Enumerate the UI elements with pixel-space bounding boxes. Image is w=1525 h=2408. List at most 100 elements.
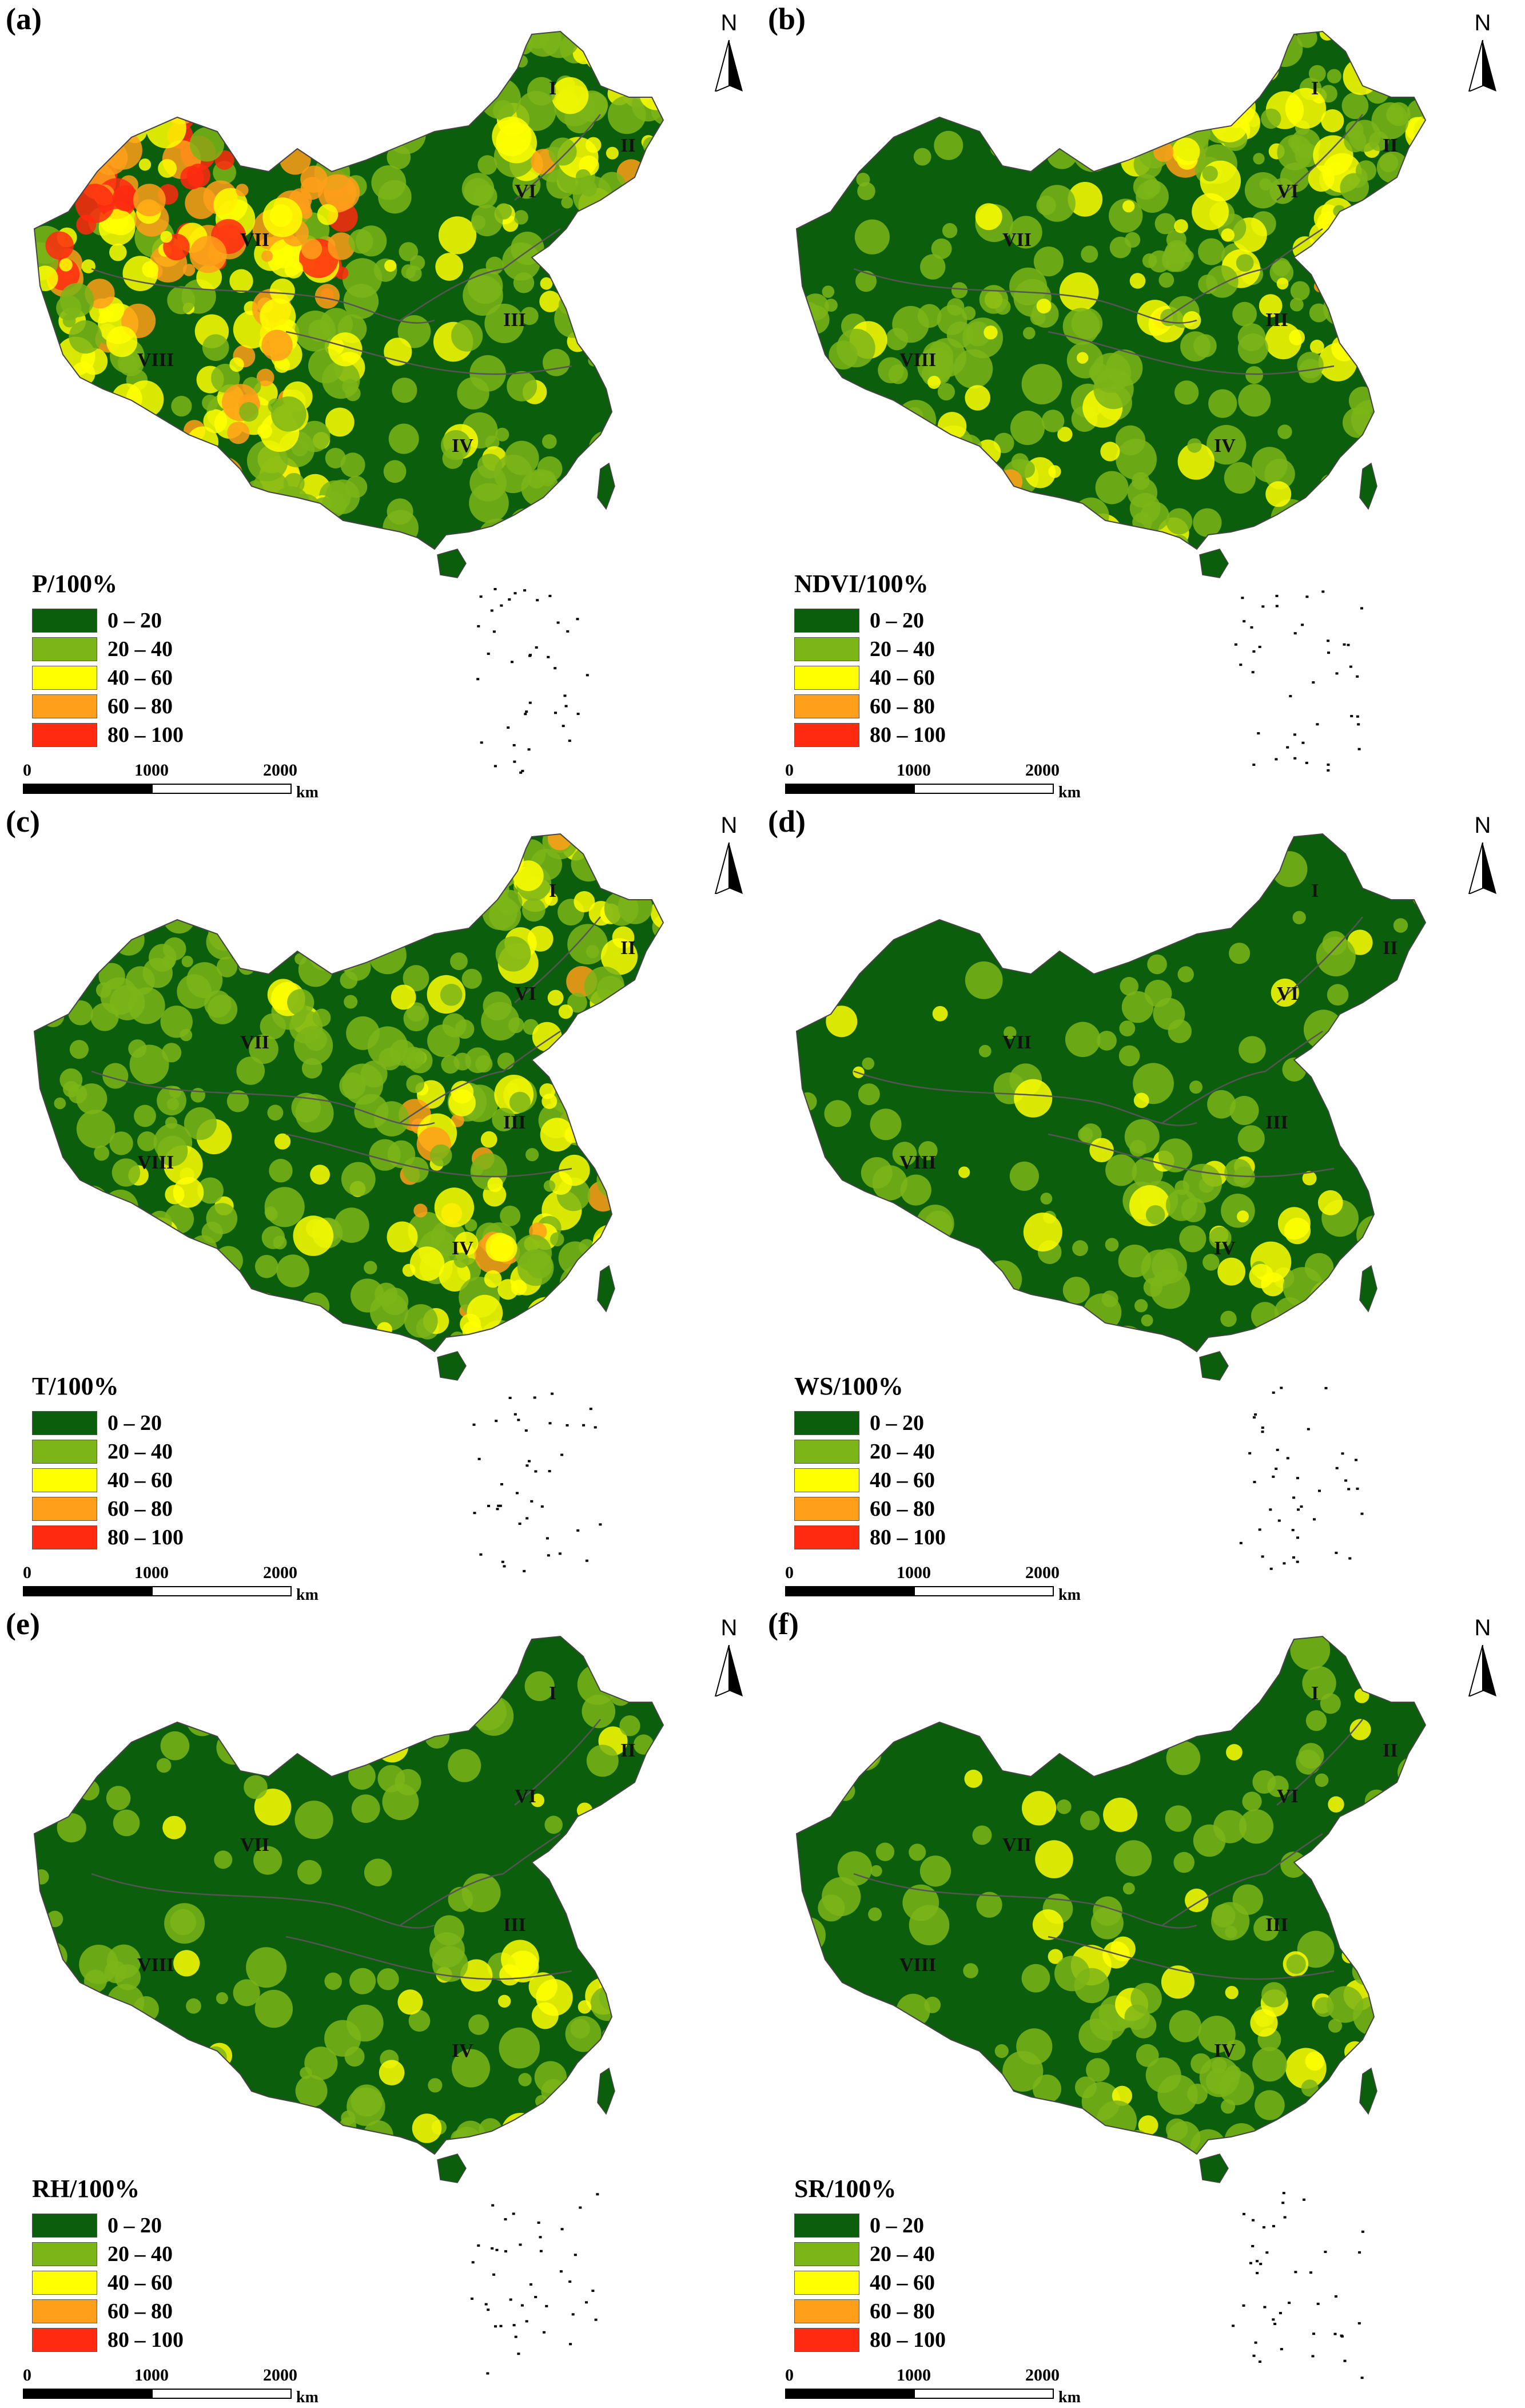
raster-patch: [54, 2073, 94, 2113]
legend-swatch: [794, 694, 859, 718]
raster-patch: [1057, 427, 1073, 442]
raster-patch: [196, 2055, 210, 2069]
sea-island: [1327, 639, 1330, 642]
sea-island: [1324, 1386, 1328, 1389]
sea-island: [594, 1426, 597, 1429]
raster-patch: [1118, 55, 1142, 79]
raster-patch: [1237, 1210, 1249, 1223]
raster-patch: [1153, 84, 1178, 109]
raster-patch: [814, 1996, 826, 2009]
raster-patch: [947, 464, 975, 492]
raster-patch: [47, 136, 76, 164]
raster-patch: [944, 102, 958, 117]
raster-patch: [797, 500, 833, 539]
scale-tick-label: 2000: [1025, 761, 1060, 780]
raster-patch: [79, 1320, 110, 1350]
raster-patch: [647, 502, 663, 524]
raster-patch: [644, 876, 663, 898]
raster-patch: [1147, 954, 1167, 975]
sea-island: [537, 2222, 540, 2224]
raster-patch: [1122, 860, 1160, 898]
raster-patch: [34, 537, 47, 549]
raster-patch: [38, 490, 52, 504]
raster-patch: [1005, 876, 1021, 893]
sea-island: [1288, 2302, 1291, 2304]
legend-row: 60 – 80: [794, 1495, 946, 1523]
sea-island: [512, 2324, 516, 2327]
sea-island: [1275, 594, 1279, 597]
raster-patch: [1074, 2076, 1097, 2099]
legend-range: 40 – 60: [107, 666, 173, 690]
sea-island: [1248, 1452, 1252, 1455]
sea-island: [496, 1508, 499, 1511]
raster-patch: [1280, 162, 1310, 193]
raster-patch: [248, 34, 275, 61]
sea-island: [519, 2243, 522, 2246]
raster-patch: [868, 1907, 882, 1921]
raster-patch: [1040, 1193, 1053, 1205]
raster-patch: [807, 58, 824, 75]
north-letter: N: [720, 1615, 738, 1640]
raster-patch: [133, 184, 166, 217]
raster-patch: [1041, 512, 1055, 526]
sea-island: [585, 1559, 588, 1562]
legend-row: 0 – 20: [794, 1409, 946, 1437]
raster-patch: [1002, 33, 1036, 67]
legend-range: 0 – 20: [107, 1411, 162, 1435]
raster-patch: [1030, 2119, 1057, 2145]
raster-patch: [77, 61, 118, 102]
raster-patch: [930, 1263, 945, 1279]
raster-patch: [1208, 389, 1237, 418]
raster-patch: [303, 1312, 329, 1338]
raster-patch: [424, 32, 464, 71]
raster-patch: [1090, 919, 1118, 948]
raster-patch: [1005, 491, 1038, 525]
sea-island: [1254, 2341, 1257, 2344]
raster-patch: [562, 2122, 599, 2154]
raster-patch: [1070, 31, 1106, 55]
raster-patch: [252, 121, 280, 149]
raster-patch: [146, 47, 177, 77]
raster-patch: [1229, 943, 1251, 964]
raster-patch: [1086, 35, 1116, 65]
raster-patch: [870, 1108, 902, 1141]
raster-patch: [460, 1313, 481, 1335]
raster-patch: [1380, 216, 1417, 253]
raster-patch: [1051, 1697, 1075, 1722]
raster-patch: [1297, 528, 1329, 549]
raster-patch: [161, 93, 174, 107]
raster-patch: [267, 1104, 284, 1121]
raster-patch: [39, 993, 65, 1018]
sea-island: [1241, 597, 1244, 599]
raster-patch: [1399, 1981, 1411, 1993]
raster-patch: [797, 1685, 809, 1706]
sea-island: [1257, 732, 1260, 735]
sea-island: [1272, 1391, 1275, 1394]
raster-patch: [221, 887, 239, 905]
raster-patch: [1205, 2068, 1232, 2095]
raster-patch: [501, 1940, 539, 1978]
raster-patch: [1328, 271, 1351, 292]
raster-patch: [126, 526, 160, 549]
raster-patch: [213, 188, 248, 222]
raster-patch: [399, 31, 440, 59]
raster-patch: [76, 1110, 116, 1149]
raster-patch: [117, 464, 129, 476]
raster-patch: [162, 901, 196, 934]
scale-unit: km: [296, 1586, 318, 1604]
raster-patch: [65, 1703, 91, 1729]
scale-segment-light: [914, 2389, 1054, 2399]
raster-patch: [40, 1226, 70, 1255]
raster-patch: [1097, 1031, 1117, 1051]
raster-patch: [945, 498, 982, 535]
hainan-island: [437, 2153, 467, 2183]
raster-patch: [641, 1007, 663, 1033]
raster-patch: [434, 1187, 475, 1227]
raster-patch: [69, 1040, 89, 1059]
raster-patch: [1236, 254, 1254, 272]
sea-island: [1279, 2312, 1282, 2315]
raster-patch: [814, 500, 846, 533]
sea-island: [576, 713, 580, 716]
raster-patch: [557, 1064, 590, 1097]
